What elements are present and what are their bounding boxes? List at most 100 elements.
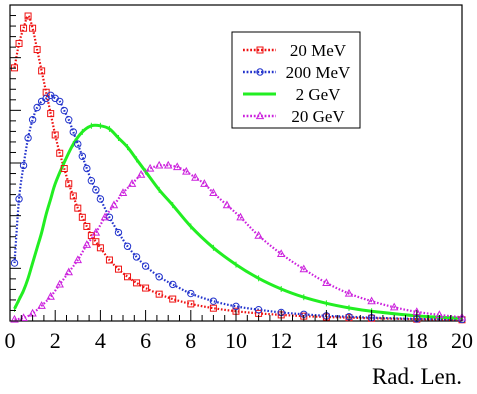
- x-tick-label: 6: [140, 328, 151, 353]
- data-point-1: [87, 177, 96, 185]
- data-point-0: [155, 290, 163, 298]
- data-point-0: [38, 67, 46, 75]
- legend-label: 200 MeV: [286, 63, 351, 82]
- data-point-1: [69, 128, 77, 136]
- series-line-1: [13, 94, 463, 321]
- data-point-3: [109, 200, 119, 209]
- legend-marker: [255, 111, 265, 120]
- data-point-1: [78, 152, 87, 161]
- data-point-1: [169, 280, 177, 289]
- x-tick-label: 12: [270, 328, 292, 353]
- data-point-1: [232, 302, 240, 311]
- data-point-1: [114, 228, 123, 237]
- data-point-3: [19, 313, 28, 322]
- legend-label: 20 GeV: [291, 107, 345, 126]
- data-point-3: [236, 212, 245, 221]
- data-point-3: [182, 166, 191, 175]
- series-line-2: [13, 123, 463, 320]
- data-point-3: [100, 212, 110, 221]
- data-point-0: [29, 24, 37, 32]
- x-tick-label: 4: [95, 328, 106, 353]
- data-point-1: [92, 186, 100, 194]
- data-point-0: [51, 131, 59, 139]
- data-point-1: [105, 213, 114, 222]
- x-axis-title: Rad. Len.: [372, 364, 462, 389]
- data-point-1: [141, 262, 150, 270]
- legend-label: 2 GeV: [296, 85, 342, 104]
- x-tick-label: 20: [451, 328, 473, 353]
- data-point-1: [65, 116, 73, 124]
- data-point-0: [78, 213, 86, 221]
- data-point-1: [24, 134, 32, 142]
- data-point-1: [254, 306, 263, 314]
- data-point-1: [60, 106, 68, 115]
- data-point-3: [37, 301, 46, 309]
- data-point-3: [64, 267, 74, 276]
- data-point-3: [389, 302, 399, 311]
- data-point-3: [200, 179, 209, 187]
- data-point-1: [187, 289, 195, 298]
- data-point-3: [145, 163, 155, 172]
- data-point-0: [142, 284, 150, 292]
- data-point-0: [24, 12, 32, 20]
- data-point-1: [96, 195, 105, 203]
- data-point-3: [209, 188, 218, 196]
- data-point-0: [124, 273, 132, 281]
- data-point-3: [299, 264, 309, 273]
- data-point-1: [56, 97, 64, 106]
- x-tick-label: 10: [225, 328, 247, 353]
- data-point-3: [127, 179, 137, 187]
- data-point-3: [276, 249, 286, 257]
- x-axis-tick-labels: 0 2 4 6 8 10 12 14 16 18 20: [5, 328, 474, 353]
- data-point-0: [83, 222, 91, 230]
- data-point-0: [65, 180, 73, 188]
- x-tick-label: 14: [315, 328, 337, 353]
- data-point-1: [37, 97, 46, 106]
- data-point-1: [83, 164, 91, 173]
- data-point-3: [222, 200, 232, 209]
- data-point-1: [28, 116, 37, 124]
- data-point-3: [46, 291, 55, 300]
- data-point-0: [114, 265, 122, 273]
- data-point-1: [10, 259, 19, 267]
- data-point-0: [47, 110, 55, 118]
- data-point-0: [69, 192, 77, 200]
- data-point-3: [322, 278, 331, 286]
- x-tick-label: 18: [406, 328, 428, 353]
- legend: 20 MeV 200 MeV 2 GeV 20 GeV: [231, 31, 361, 129]
- y-axis-ticks: [10, 4, 21, 322]
- data-point-3: [367, 296, 376, 305]
- data-point-1: [209, 297, 218, 305]
- data-point-3: [172, 162, 182, 171]
- x-tick-label: 8: [185, 328, 196, 353]
- data-point-3: [191, 173, 200, 181]
- data-point-0: [60, 165, 68, 172]
- x-axis-ticks: [9, 310, 463, 321]
- data-point-0: [169, 295, 177, 303]
- legend-label: 20 MeV: [290, 41, 347, 60]
- data-point-3: [82, 240, 92, 248]
- legend-box: [231, 31, 361, 129]
- legend-marker: [256, 46, 264, 54]
- data-point-3: [10, 314, 19, 323]
- data-point-1: [33, 103, 41, 112]
- data-point-1: [15, 195, 23, 203]
- data-point-3: [344, 288, 354, 297]
- data-point-0: [33, 46, 41, 54]
- legend-marker: [256, 68, 264, 76]
- data-point-0: [15, 39, 23, 47]
- data-point-0: [187, 300, 195, 308]
- data-point-3: [91, 227, 101, 236]
- data-point-3: [163, 160, 173, 169]
- data-point-3: [118, 188, 128, 196]
- data-point-0: [209, 304, 217, 312]
- series-line-3: [14, 164, 463, 321]
- data-point-0: [92, 238, 100, 246]
- data-point-0: [105, 256, 113, 264]
- data-point-1: [19, 161, 28, 170]
- data-point-1: [155, 273, 163, 281]
- data-point-3: [136, 169, 146, 178]
- data-point-3: [254, 230, 263, 239]
- legend-entries: 20 MeV 200 MeV 2 GeV 20 GeV: [243, 41, 351, 126]
